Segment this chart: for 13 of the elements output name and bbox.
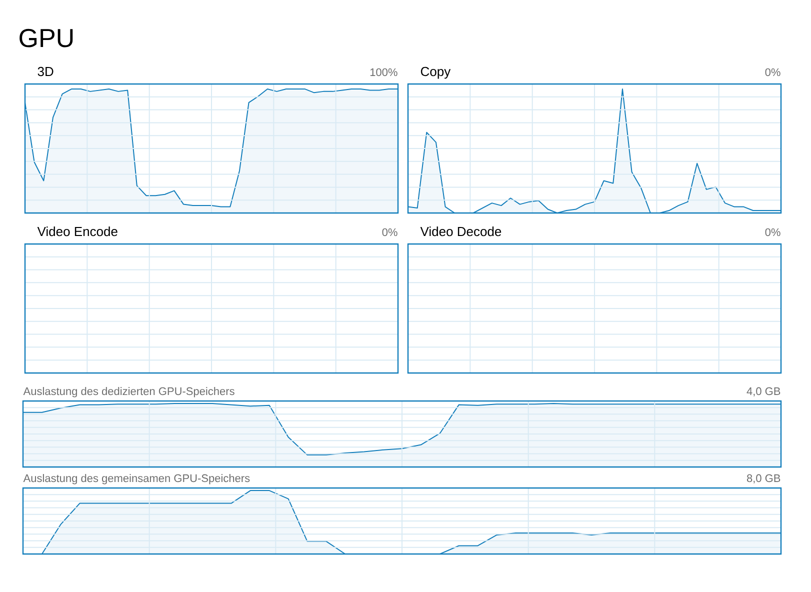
text: Video Decode <box>420 226 502 236</box>
text: 4,0 GB <box>746 387 780 396</box>
text: 0% <box>765 68 780 76</box>
text: 8,0 GB <box>746 474 780 484</box>
chart-title: Copy <box>420 66 451 79</box>
text: 100% <box>370 68 398 76</box>
text: 0% <box>382 228 398 236</box>
chart-title: Auslastung des gemeinsamen GPU-Speichers <box>23 474 250 484</box>
chart-title: Auslastung des dedizierten GPU-Speichers <box>23 387 234 398</box>
text: Video Encode <box>37 226 118 236</box>
text: 0% <box>765 228 780 236</box>
chart-title: 3D <box>38 66 54 76</box>
text: GPU <box>20 28 73 48</box>
